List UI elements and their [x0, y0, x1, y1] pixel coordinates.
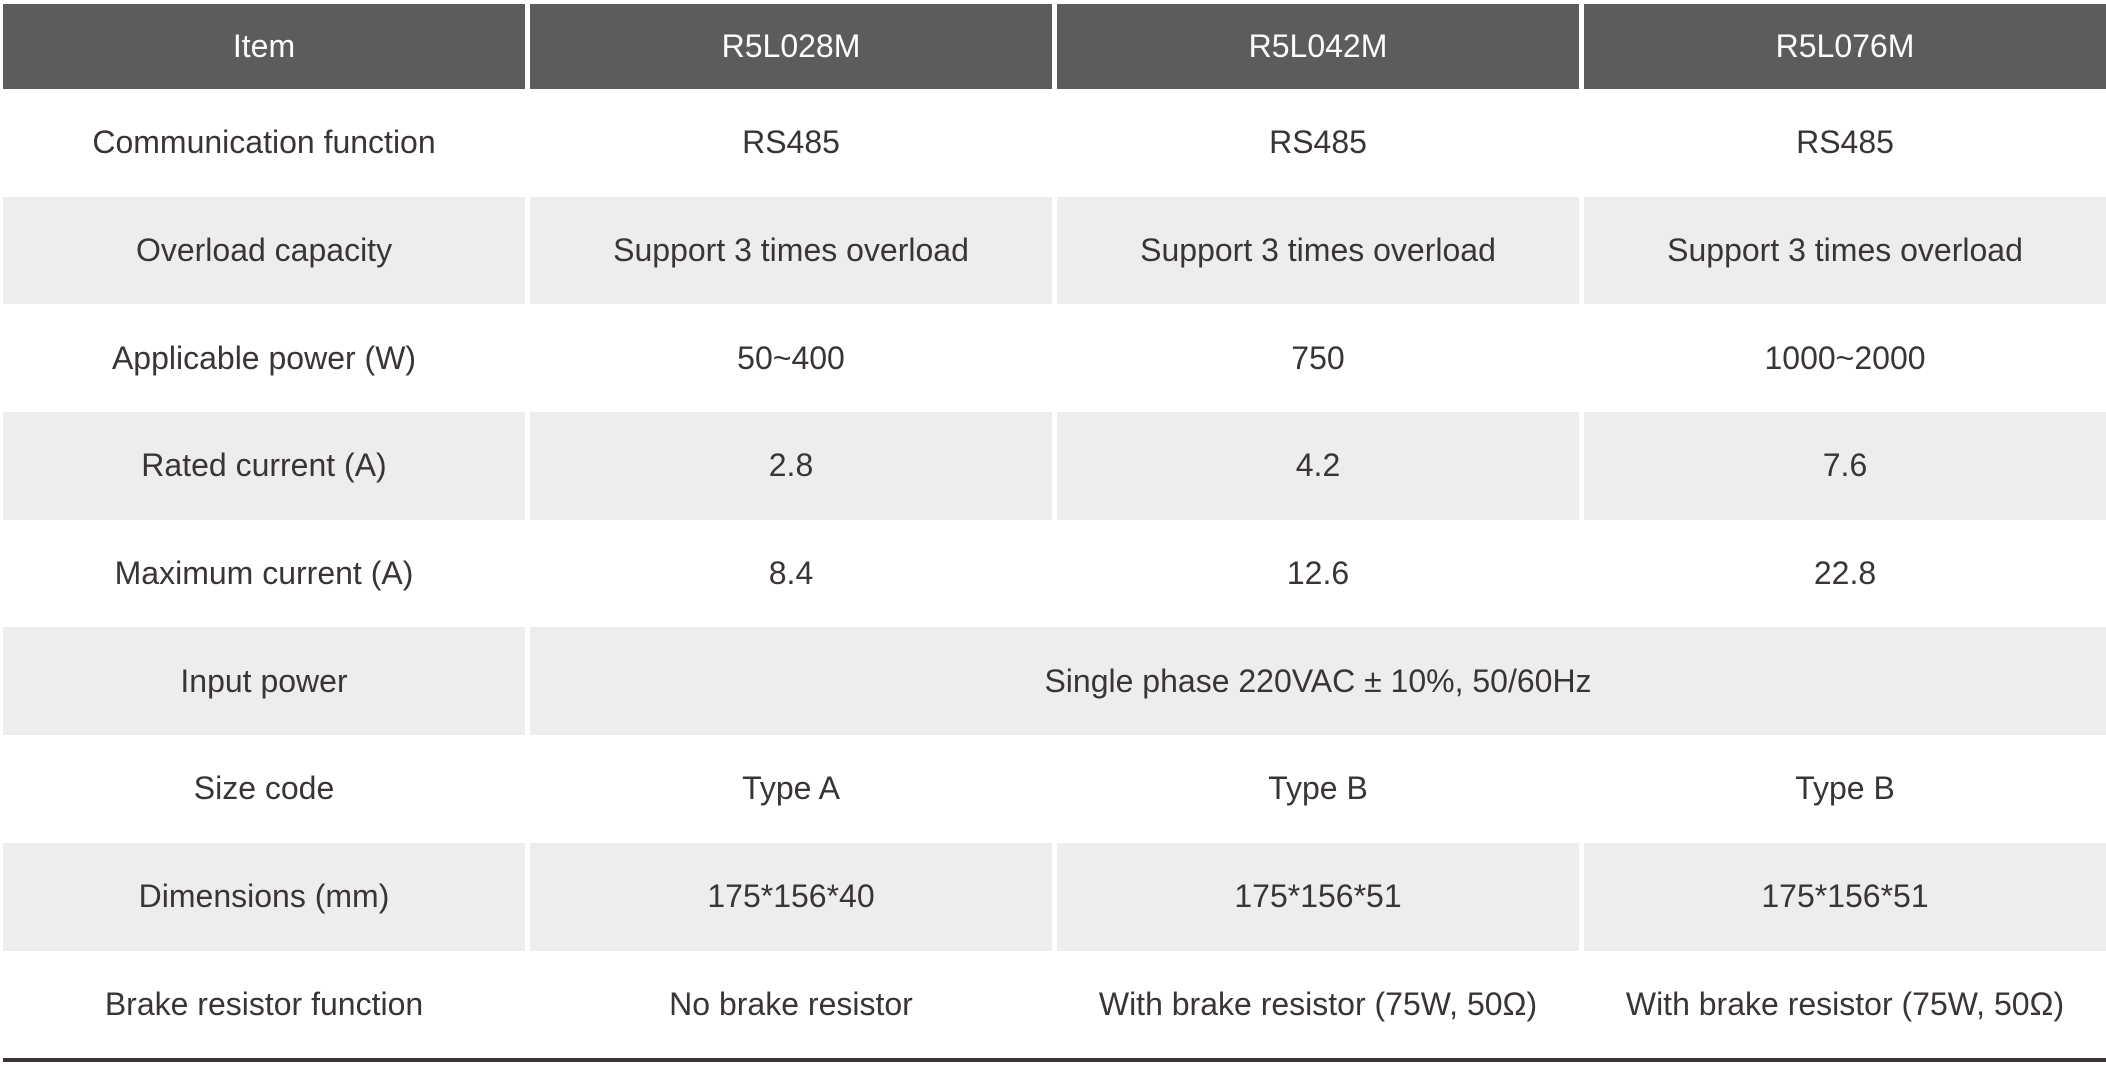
overload-capacity-r5l028m: Support 3 times overload — [530, 196, 1052, 305]
dimensions-r5l042m: 175*156*51 — [1057, 842, 1579, 951]
row-label-applicable-power: Applicable power (W) — [3, 304, 525, 413]
brake-resistor-r5l076m: With brake resistor (75W, 50Ω) — [1584, 950, 2106, 1059]
overload-capacity-r5l042m: Support 3 times overload — [1057, 196, 1579, 305]
applicable-power-r5l042m: 750 — [1057, 304, 1579, 413]
overload-capacity-r5l076m: Support 3 times overload — [1584, 196, 2106, 305]
dimensions-r5l076m: 175*156*51 — [1584, 842, 2106, 951]
row-label-size-code: Size code — [3, 735, 525, 843]
size-code-r5l042m: Type B — [1057, 735, 1579, 843]
row-label-input-power: Input power — [3, 627, 525, 736]
applicable-power-r5l076m: 1000~2000 — [1584, 304, 2106, 413]
row-label-brake-resistor-function: Brake resistor function — [3, 950, 525, 1059]
table-bottom-rule — [3, 1058, 2106, 1062]
applicable-power-r5l028m: 50~400 — [530, 304, 1052, 413]
maximum-current-r5l042m: 12.6 — [1057, 519, 1579, 628]
communication-function-r5l076m: RS485 — [1584, 89, 2106, 197]
row-label-maximum-current: Maximum current (A) — [3, 519, 525, 628]
size-code-r5l028m: Type A — [530, 735, 1052, 843]
product-spec-table: Item R5L028M R5L042M R5L076M Communicati… — [3, 4, 2106, 1059]
rated-current-r5l042m: 4.2 — [1057, 412, 1579, 520]
rated-current-r5l076m: 7.6 — [1584, 412, 2106, 520]
brake-resistor-r5l042m: With brake resistor (75W, 50Ω) — [1057, 950, 1579, 1059]
input-power-value: Single phase 220VAC ± 10%, 50/60Hz — [530, 627, 2106, 736]
communication-function-r5l028m: RS485 — [530, 89, 1052, 197]
header-model-r5l042m: R5L042M — [1057, 4, 1579, 89]
maximum-current-r5l028m: 8.4 — [530, 519, 1052, 628]
header-model-r5l076m: R5L076M — [1584, 4, 2106, 89]
rated-current-r5l028m: 2.8 — [530, 412, 1052, 520]
row-label-overload-capacity: Overload capacity — [3, 196, 525, 305]
row-label-communication-function: Communication function — [3, 89, 525, 197]
header-item: Item — [3, 4, 525, 89]
header-model-r5l028m: R5L028M — [530, 4, 1052, 89]
row-label-dimensions: Dimensions (mm) — [3, 842, 525, 951]
dimensions-r5l028m: 175*156*40 — [530, 842, 1052, 951]
row-label-rated-current: Rated current (A) — [3, 412, 525, 520]
brake-resistor-r5l028m: No brake resistor — [530, 950, 1052, 1059]
communication-function-r5l042m: RS485 — [1057, 89, 1579, 197]
size-code-r5l076m: Type B — [1584, 735, 2106, 843]
maximum-current-r5l076m: 22.8 — [1584, 519, 2106, 628]
